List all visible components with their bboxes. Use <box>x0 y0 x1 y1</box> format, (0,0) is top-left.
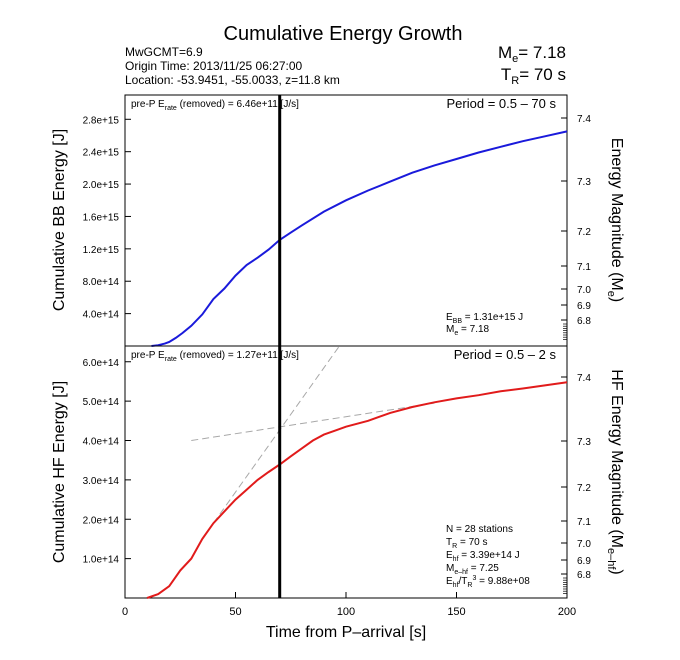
hf-early-fit-line <box>212 345 340 524</box>
bb-y-tick-label: 8.0e+14 <box>83 277 120 288</box>
info-line-location: Location: -53.9451, -55.0033, z=11.8 km <box>125 73 340 87</box>
hf-y-tick-label: 6.0e+14 <box>83 358 120 369</box>
bb-annotation-ebb: EBB = 1.31e+15 J <box>446 312 523 325</box>
hf-magnitude-tick-label: 7.1 <box>577 517 591 528</box>
hf-annotation-mehf: Me–hf = 7.25 <box>446 563 499 576</box>
x-tick-label: 0 <box>122 606 128 618</box>
tr-summary: TR= 70 s <box>501 65 566 87</box>
bb-magnitude-tick-label: 7.0 <box>577 285 591 296</box>
bb-magnitude-tick-label: 7.1 <box>577 262 591 273</box>
hf-panel: 1.0e+14 2.0e+14 3.0e+14 4.0e+14 5.0e+14 6.0e+… <box>51 345 625 641</box>
hf-y-tick-label: 4.0e+14 <box>83 437 120 448</box>
hf-magnitude-tick-label: 6.9 <box>577 556 591 567</box>
bb-magnitude-tick-label: 6.8 <box>577 316 591 327</box>
hf-y-tick-label: 3.0e+14 <box>83 476 120 487</box>
hf-y-axis: 1.0e+14 2.0e+14 3.0e+14 4.0e+14 5.0e+14 6.0e+… <box>83 358 131 566</box>
hf-y-tick-label: 5.0e+14 <box>83 397 120 408</box>
hf-annotation-stations: N = 28 stations <box>446 524 513 535</box>
hf-magnitude-tick-label: 7.3 <box>577 437 591 448</box>
info-line-origin-time: Origin Time: 2013/11/25 06:27:00 <box>125 59 303 73</box>
bb-pre-p-label: pre-P Erate (removed) = 6.46e+11 [J/s] <box>131 99 299 112</box>
bb-y-tick-label: 1.6e+15 <box>83 212 120 223</box>
x-axis-label: Time from P–arrival [s] <box>266 624 426 641</box>
hf-magnitude-tick-label: 6.8 <box>577 570 591 581</box>
x-tick-label: 50 <box>229 606 241 618</box>
bb-magnitude-tick-label: 7.3 <box>577 177 591 188</box>
hf-annotation-ehf: Ehf = 3.39e+14 J <box>446 550 520 563</box>
hf-annotation-ratio: Ehf/TR3 = 9.88e+08 <box>446 575 530 589</box>
hf-annotation-tr: TR = 70 s <box>446 537 487 550</box>
bb-y-axis-label: Cumulative BB Energy [J] <box>51 129 68 311</box>
bb-period-label: Period = 0.5 – 70 s <box>447 96 557 111</box>
bb-magnitude-tick-label: 7.4 <box>577 114 591 125</box>
hf-late-fit-line <box>191 402 435 441</box>
bb-magnitude-axis: 7.4 7.3 7.2 7.1 7.0 6.9 6.8 <box>561 114 591 340</box>
hf-magnitude-tick-label: 7.4 <box>577 373 591 384</box>
bb-y-tick-label: 2.4e+15 <box>83 148 120 159</box>
bb-y-tick-label: 2.0e+15 <box>83 180 120 191</box>
hf-energy-series <box>146 381 568 599</box>
hf-period-label: Period = 0.5 – 2 s <box>454 347 557 362</box>
bb-annotation-me: Me = 7.18 <box>446 324 490 337</box>
hf-magnitude-tick-label: 7.2 <box>577 483 591 494</box>
hf-magnitude-tick-label: 7.0 <box>577 539 591 550</box>
hf-y-tick-label: 1.0e+14 <box>83 555 120 566</box>
bb-y-axis: 4.0e+14 8.0e+14 1.2e+15 1.6e+15 2.0e+15 2.4e+… <box>83 115 131 321</box>
bb-panel-frame <box>124 94 568 347</box>
hf-magnitude-axis: 7.4 7.3 7.2 7.1 7.0 6.9 6.8 <box>561 373 591 594</box>
hf-pre-p-label: pre-P Erate (removed) = 1.27e+11 [J/s] <box>131 350 299 363</box>
hf-y-tick-label: 2.0e+14 <box>83 515 120 526</box>
bb-magnitude-axis-label: Energy Magnitude (Me) <box>605 138 625 302</box>
figure-title: Cumulative Energy Growth <box>224 23 463 45</box>
me-summary: Me= 7.18 <box>498 43 566 65</box>
hf-magnitude-axis-label: HF Energy Magnitude (Me–hf) <box>605 369 625 574</box>
x-tick-label: 100 <box>337 606 355 618</box>
hf-y-axis-label: Cumulative HF Energy [J] <box>51 381 68 563</box>
x-tick-label: 150 <box>447 606 465 618</box>
bb-y-tick-label: 4.0e+14 <box>83 310 120 321</box>
time-x-axis: 0 50 100 150 200 <box>122 592 576 618</box>
bb-y-tick-label: 2.8e+15 <box>83 115 120 126</box>
bb-magnitude-tick-label: 6.9 <box>577 301 591 312</box>
info-line-magnitude: MwGCMT=6.9 <box>125 45 203 59</box>
x-tick-label: 200 <box>558 606 576 618</box>
bb-panel: 4.0e+14 8.0e+14 1.2e+15 1.6e+15 2.0e+15 2.4e+… <box>51 94 625 347</box>
bb-y-tick-label: 1.2e+15 <box>83 245 120 256</box>
bb-magnitude-tick-label: 7.2 <box>577 227 591 238</box>
